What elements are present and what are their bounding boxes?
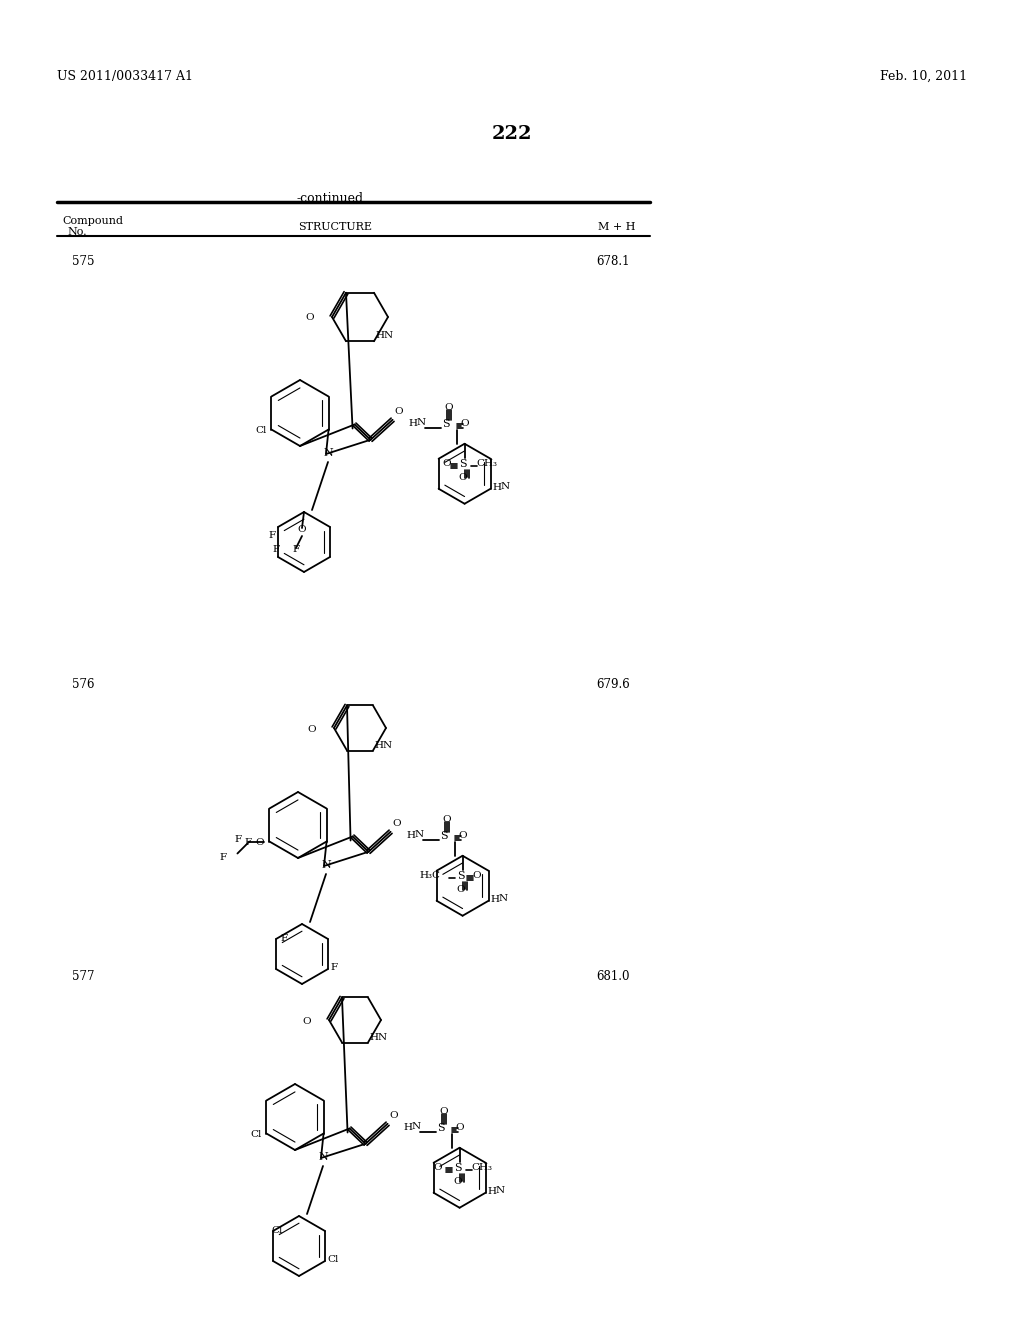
Text: Feb. 10, 2011: Feb. 10, 2011: [880, 70, 967, 83]
Text: O: O: [256, 838, 264, 847]
Text: O: O: [456, 1123, 464, 1133]
Text: N: N: [496, 1187, 505, 1195]
Text: N: N: [324, 447, 333, 458]
Text: H: H: [407, 832, 416, 841]
Text: O: O: [302, 1016, 311, 1026]
Text: S: S: [459, 459, 466, 469]
Text: No.: No.: [67, 227, 87, 238]
Text: O: O: [433, 1163, 441, 1172]
Text: O: O: [298, 525, 306, 535]
Text: -continued: -continued: [296, 191, 364, 205]
Text: N: N: [322, 861, 331, 870]
Text: F: F: [269, 532, 276, 540]
Text: O: O: [473, 871, 481, 880]
Text: H: H: [409, 420, 418, 428]
Text: H: H: [487, 1187, 497, 1196]
Text: N: N: [499, 894, 508, 903]
Text: Compound: Compound: [62, 216, 123, 226]
Text: O: O: [305, 314, 314, 322]
Text: F: F: [281, 935, 288, 942]
Text: N: N: [501, 482, 510, 491]
Text: O: O: [389, 1111, 398, 1121]
Text: O: O: [457, 886, 465, 894]
Text: N: N: [415, 830, 424, 840]
Text: Cl: Cl: [250, 1130, 261, 1139]
Text: CH₃: CH₃: [472, 1163, 493, 1172]
Text: HN: HN: [369, 1032, 387, 1041]
Text: O: O: [454, 1177, 462, 1187]
Text: N: N: [417, 418, 426, 428]
Text: 678.1: 678.1: [597, 255, 630, 268]
Text: F: F: [245, 838, 252, 847]
Text: H₃C: H₃C: [420, 871, 440, 880]
Text: H: H: [493, 483, 502, 492]
Text: H: H: [403, 1123, 413, 1133]
Text: CH₃: CH₃: [476, 459, 498, 469]
Text: HN: HN: [375, 331, 393, 341]
Text: S: S: [442, 418, 451, 429]
Text: F: F: [330, 962, 337, 972]
Text: 575: 575: [72, 255, 94, 268]
Text: S: S: [457, 871, 465, 880]
Text: 679.6: 679.6: [596, 678, 630, 690]
Text: O: O: [394, 408, 403, 416]
Text: O: O: [442, 459, 451, 469]
Text: M + H: M + H: [597, 222, 635, 232]
Text: O: O: [439, 1107, 449, 1117]
Text: STRUCTURE: STRUCTURE: [298, 222, 372, 232]
Text: Cl: Cl: [271, 1226, 283, 1236]
Text: N: N: [318, 1152, 328, 1162]
Text: F: F: [234, 834, 242, 843]
Text: F: F: [272, 545, 280, 554]
Text: S: S: [437, 1123, 445, 1133]
Text: O: O: [459, 832, 467, 841]
Text: S: S: [454, 1163, 462, 1172]
Text: O: O: [442, 816, 452, 824]
Text: F: F: [220, 853, 227, 862]
Text: F: F: [293, 545, 300, 554]
Text: O: O: [461, 420, 469, 428]
Text: 577: 577: [72, 970, 94, 983]
Text: S: S: [440, 830, 449, 841]
Text: 222: 222: [492, 125, 532, 143]
Text: Cl: Cl: [327, 1254, 338, 1263]
Text: HN: HN: [374, 741, 392, 750]
Text: O: O: [392, 820, 401, 828]
Text: O: O: [444, 403, 454, 412]
Text: Cl: Cl: [255, 426, 266, 436]
Text: 576: 576: [72, 678, 94, 690]
Text: US 2011/0033417 A1: US 2011/0033417 A1: [57, 70, 193, 83]
Text: H: H: [490, 895, 500, 904]
Text: O: O: [459, 474, 467, 482]
Text: 681.0: 681.0: [597, 970, 630, 983]
Text: O: O: [307, 725, 316, 734]
Text: N: N: [412, 1122, 421, 1131]
